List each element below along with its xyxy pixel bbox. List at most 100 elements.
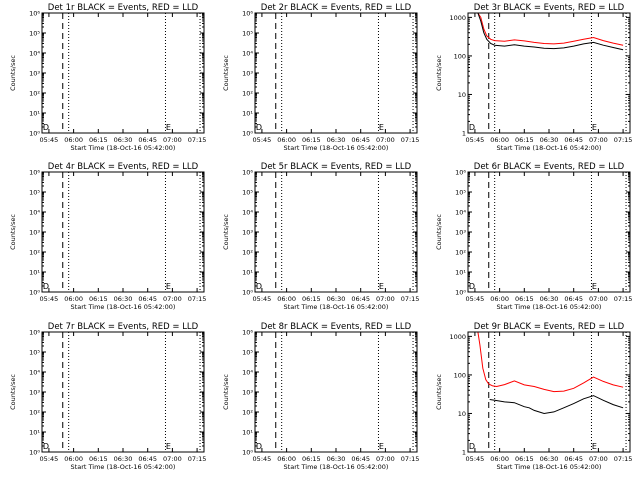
y-tick-label: 10⁴ bbox=[242, 369, 253, 377]
y-axis-label: Counts/sec bbox=[435, 374, 443, 410]
y-tick-label: 10² bbox=[29, 90, 40, 98]
marker-E: E bbox=[592, 123, 597, 132]
panel-title: Det 1r BLACK = Events, RED = LLD bbox=[48, 3, 199, 13]
x-tick-label: 05:45 bbox=[466, 136, 485, 144]
marker-E: E bbox=[592, 442, 597, 451]
panel-title: Det 4r BLACK = Events, RED = LLD bbox=[48, 162, 199, 172]
axes-frame bbox=[467, 12, 631, 134]
y-tick-label: 1 bbox=[462, 449, 466, 457]
y-tick-label: 10⁴ bbox=[29, 209, 40, 217]
x-tick-label: 05:45 bbox=[40, 136, 59, 144]
y-tick-label: 10⁰ bbox=[29, 130, 40, 138]
x-tick-label: 07:15 bbox=[614, 455, 633, 463]
x-tick-label: 06:45 bbox=[351, 295, 370, 303]
y-tick-label: 10⁶ bbox=[29, 10, 40, 18]
x-axis-label: Start Time (18-Oct-16 05:42:00) bbox=[71, 303, 176, 311]
panel-p1: Det 1r BLACK = Events, RED = LLD D E 05:45 0… bbox=[9, 3, 206, 152]
x-tick-label: 07:15 bbox=[614, 295, 633, 303]
axes-frame bbox=[254, 12, 418, 134]
marker-D: D bbox=[43, 442, 49, 451]
x-axis-label: Start Time (18-Oct-16 05:42:00) bbox=[284, 463, 389, 471]
x-axis-label: Start Time (18-Oct-16 05:42:00) bbox=[284, 303, 389, 311]
x-tick-label: 06:30 bbox=[114, 455, 133, 463]
axes-frame bbox=[41, 171, 205, 293]
marker-E: E bbox=[166, 123, 171, 132]
x-tick-label: 06:45 bbox=[138, 295, 157, 303]
marker-E: E bbox=[592, 282, 597, 291]
y-axis-label: Counts/sec bbox=[9, 374, 17, 410]
x-tick-label: 06:45 bbox=[138, 455, 157, 463]
y-tick-label: 10⁰ bbox=[29, 449, 40, 457]
marker-E: E bbox=[166, 442, 171, 451]
y-axis-label: Counts/sec bbox=[9, 214, 17, 250]
x-tick-label: 06:00 bbox=[64, 295, 83, 303]
x-tick-label: 06:00 bbox=[490, 295, 509, 303]
x-tick-label: 06:45 bbox=[138, 136, 157, 144]
x-tick-label: 06:30 bbox=[540, 455, 559, 463]
y-tick-label: 10⁶ bbox=[242, 10, 253, 18]
x-tick-label: 05:45 bbox=[466, 455, 485, 463]
y-tick-label: 10³ bbox=[29, 70, 40, 78]
marker-D: D bbox=[256, 442, 262, 451]
x-tick-label: 06:15 bbox=[89, 455, 108, 463]
y-tick-label: 100 bbox=[454, 371, 466, 379]
y-tick-label: 10⁶ bbox=[29, 329, 40, 337]
marker-E: E bbox=[379, 442, 384, 451]
y-tick-label: 10³ bbox=[455, 229, 466, 237]
x-tick-label: 07:00 bbox=[163, 295, 182, 303]
axes-frame bbox=[467, 331, 631, 453]
y-tick-label: 10⁵ bbox=[242, 349, 253, 357]
y-tick-label: 10⁵ bbox=[29, 30, 40, 38]
marker-D: D bbox=[469, 442, 475, 451]
marker-D: D bbox=[256, 282, 262, 291]
panel-title: Det 2r BLACK = Events, RED = LLD bbox=[261, 3, 412, 13]
x-tick-label: 06:45 bbox=[351, 136, 370, 144]
y-tick-label: 10⁰ bbox=[242, 449, 253, 457]
series-line-1 bbox=[477, 331, 624, 393]
axes-frame bbox=[467, 171, 631, 293]
axes-frame bbox=[254, 331, 418, 453]
y-tick-label: 10 bbox=[458, 91, 466, 99]
y-tick-label: 10³ bbox=[29, 389, 40, 397]
y-tick-label: 10¹ bbox=[242, 429, 253, 437]
marker-E: E bbox=[379, 123, 384, 132]
panel-title: Det 5r BLACK = Events, RED = LLD bbox=[261, 162, 412, 172]
marker-D: D bbox=[469, 123, 475, 132]
axes-frame bbox=[254, 171, 418, 293]
x-tick-label: 05:45 bbox=[40, 295, 59, 303]
y-tick-label: 10³ bbox=[242, 70, 253, 78]
x-tick-label: 06:15 bbox=[302, 455, 321, 463]
y-tick-label: 10² bbox=[242, 409, 253, 417]
panel-p7: Det 7r BLACK = Events, RED = LLD D E 05:45 0… bbox=[9, 322, 206, 471]
x-tick-label: 05:45 bbox=[253, 455, 272, 463]
x-axis-label: Start Time (18-Oct-16 05:42:00) bbox=[71, 144, 176, 152]
y-tick-label: 10 bbox=[458, 410, 466, 418]
x-tick-label: 06:00 bbox=[64, 136, 83, 144]
y-tick-label: 10⁴ bbox=[242, 209, 253, 217]
x-tick-label: 07:15 bbox=[401, 455, 420, 463]
y-tick-label: 10⁵ bbox=[455, 189, 466, 197]
y-tick-label: 10⁴ bbox=[455, 209, 466, 217]
series-line-2 bbox=[477, 12, 624, 51]
x-tick-label: 06:00 bbox=[277, 455, 296, 463]
y-tick-label: 10¹ bbox=[29, 429, 40, 437]
axes-frame bbox=[41, 12, 205, 134]
x-tick-label: 06:15 bbox=[515, 295, 534, 303]
panel-p3: Det 3r BLACK = Events, RED = LLD D E 05:45 0… bbox=[435, 3, 632, 152]
axes-frame bbox=[41, 331, 205, 453]
panel-p8: Det 8r BLACK = Events, RED = LLD D E 05:45 0… bbox=[222, 322, 419, 471]
x-tick-label: 07:00 bbox=[376, 295, 395, 303]
x-tick-label: 06:15 bbox=[515, 455, 534, 463]
x-tick-label: 06:15 bbox=[515, 136, 534, 144]
y-tick-label: 10⁶ bbox=[455, 169, 466, 177]
y-tick-label: 10⁴ bbox=[242, 50, 253, 58]
y-tick-label: 10¹ bbox=[242, 110, 253, 118]
y-tick-label: 10² bbox=[455, 249, 466, 257]
x-tick-label: 07:00 bbox=[589, 455, 608, 463]
y-tick-label: 10¹ bbox=[242, 269, 253, 277]
y-tick-label: 1 bbox=[462, 130, 466, 138]
marker-D: D bbox=[469, 282, 475, 291]
y-tick-label: 10⁶ bbox=[242, 329, 253, 337]
y-tick-label: 10² bbox=[242, 90, 253, 98]
